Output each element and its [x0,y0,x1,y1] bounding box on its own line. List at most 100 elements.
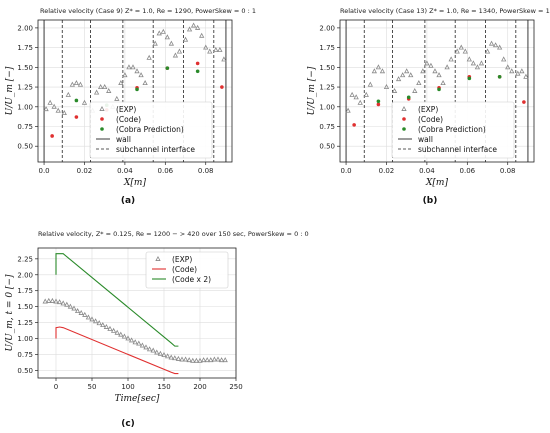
data-point [85,314,92,320]
legend-label: (Code x 2) [172,275,211,284]
data-point [497,44,503,50]
legend-marker [402,117,406,121]
data-point [190,357,196,363]
legend-marker [401,105,407,111]
data-point [43,106,49,112]
data-point [222,357,228,363]
data-point [78,309,84,315]
data-point [168,354,174,360]
y-tick-label: 1.75 [17,287,33,295]
legend-box [391,101,515,159]
data-point [114,329,120,335]
y-tick-label: 1.00 [17,335,33,343]
data-point [371,68,377,74]
data-point [98,84,104,89]
data-point [67,303,74,309]
legend-marker [402,127,406,131]
data-point [122,72,128,78]
x-tick-label: 50 [88,383,97,391]
data-point [420,68,426,74]
data-point [501,56,507,62]
data-point [406,95,411,100]
data-point [383,84,390,89]
data-point [74,98,79,103]
data-point [497,75,502,79]
y-tick-label: 0.50 [319,143,335,151]
chart-title: Relative velocity, Z* = 0.125, Re = 1200… [38,230,309,238]
data-point [55,107,61,113]
data-point [408,72,414,78]
data-point [132,339,138,345]
data-point [64,301,70,307]
data-point [375,64,382,70]
data-point [118,80,124,86]
data-point [130,64,136,70]
data-point [146,346,153,352]
legend-label: wall [116,135,131,144]
y-tick-label: 1.25 [17,84,33,92]
data-point [437,87,441,92]
data-point [379,68,386,74]
legend-label: (Cobra Prediction) [418,125,486,134]
y-tick-label: 0.75 [319,123,335,131]
plot-frame [339,19,535,163]
x-tick-label: 0.02 [379,167,395,175]
legend-label: (EXP) [116,105,136,114]
data-point [211,356,218,362]
legend-label: (EXP) [172,255,192,264]
x-tick-label: 250 [229,383,242,391]
data-point [96,320,102,326]
data-point [106,87,112,93]
data-point [190,22,197,28]
x-tick-label: 0.0 [340,167,351,175]
y-tick-label: 1.00 [319,103,335,111]
y-tick-label: 1.00 [17,103,33,111]
legend-label: (Cobra Prediction) [116,125,184,134]
data-point [176,48,183,54]
data-point [436,72,442,78]
data-point [93,89,100,95]
data-point [200,357,207,363]
data-point [353,94,359,100]
data-point [458,44,464,50]
data-point [42,298,48,304]
data-point [197,357,203,363]
legend-label: (EXP) [418,105,438,114]
data-point [488,40,495,46]
data-point [60,300,66,306]
data-point [345,107,351,113]
data-point [208,357,214,363]
data-point [204,357,210,363]
data-point [160,28,166,34]
x-tick-label: 0.02 [77,167,93,175]
y-tick-label: 0.75 [17,123,33,131]
data-point [81,99,88,105]
data-point [462,48,468,54]
data-point [367,81,373,87]
data-point [349,91,355,97]
x-tick-label: 0.08 [198,167,214,175]
data-point [523,73,529,79]
y-tick-label: 1.50 [17,303,33,311]
data-point [61,110,67,116]
data-point [164,353,171,359]
data-point [474,64,481,70]
data-point [391,87,398,93]
data-point [199,32,205,38]
data-point [134,68,140,74]
data-point [56,299,63,305]
data-point [454,48,460,54]
legend-label: subchannel interface [418,145,497,154]
y-tick-label: 1.25 [319,84,335,92]
data-point [182,356,189,362]
data-point [440,80,446,86]
data-point [217,46,223,52]
panel-label: (c) [121,419,135,429]
data-point [213,46,219,52]
data-point [484,48,491,54]
panel-label: (a) [121,196,135,206]
data-point [221,56,227,62]
y-tick-label: 1.50 [319,64,335,72]
y-tick-label: 2.00 [17,24,33,32]
data-point [49,297,56,303]
